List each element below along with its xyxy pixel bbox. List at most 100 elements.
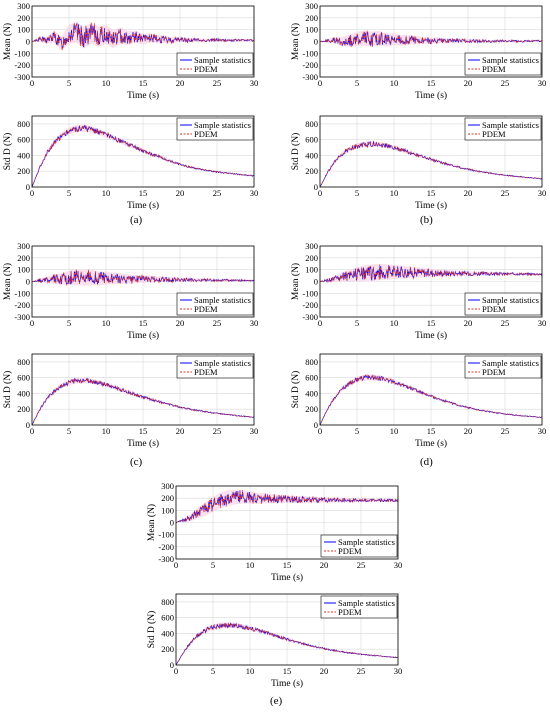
x-tick-label: 15 (139, 318, 148, 328)
x-tick-label: 20 (464, 318, 473, 328)
y-tick-label: -100 (302, 48, 318, 58)
x-tick-label: 0 (30, 318, 34, 328)
legend-label: PDEM (482, 129, 506, 139)
y-tick-label: 800 (305, 119, 318, 129)
x-tick-label: 20 (320, 666, 329, 676)
y-tick-label: -100 (14, 48, 30, 58)
x-tick-label: 20 (176, 188, 185, 198)
x-tick-label: 5 (211, 560, 215, 570)
x-tick-label: 5 (355, 426, 359, 436)
legend-box (176, 52, 254, 76)
x-tick-label: 25 (213, 188, 222, 198)
legend-label: Sample statistics (338, 537, 395, 547)
plot-frame (319, 5, 543, 78)
y-tick-label: -300 (14, 72, 30, 82)
y-tick-label: 0 (314, 277, 318, 287)
x-tick-label: 15 (427, 78, 436, 88)
y-tick-label: 200 (17, 404, 30, 414)
y-tick-label: -100 (14, 288, 30, 298)
chart-c-std: 0 5 10 15 20 25 30 0 200 400 600 800 Time (s) Std D (… (2, 353, 258, 449)
x-axis-label: Time (s) (127, 330, 159, 341)
y-tick-label: 200 (161, 493, 174, 503)
x-tick-label: 20 (464, 78, 473, 88)
series-pdem (319, 29, 543, 48)
plot-frame (31, 353, 255, 426)
y-tick-label: 200 (17, 13, 30, 23)
x-tick-label: 20 (320, 560, 329, 570)
legend-box (464, 52, 542, 76)
plot-frame (175, 485, 399, 560)
x-tick-label: 10 (102, 188, 111, 198)
x-tick-label: 25 (213, 318, 222, 328)
x-tick-label: 10 (390, 426, 399, 436)
legend-label: Sample statistics (482, 120, 539, 130)
y-tick-label: 200 (305, 253, 318, 263)
y-tick-label: 300 (17, 1, 30, 11)
y-tick-label: 0 (314, 37, 318, 47)
y-tick-label: 0 (26, 37, 30, 47)
y-tick-label: 200 (17, 166, 30, 176)
x-tick-label: 10 (246, 666, 255, 676)
y-tick-label: 100 (161, 505, 174, 515)
x-tick-label: 0 (30, 426, 34, 436)
y-axis-label: Std D (N) (290, 133, 301, 170)
legend-label: Sample statistics (482, 295, 539, 305)
series-pdem (175, 622, 399, 666)
series-pdem (31, 124, 255, 188)
x-tick-label: 25 (213, 426, 222, 436)
legend-box (464, 117, 542, 141)
x-tick-label: 10 (390, 78, 399, 88)
legend-label: PDEM (194, 304, 218, 314)
y-tick-label: 0 (314, 182, 318, 192)
series-pdem (319, 373, 543, 426)
x-tick-label: 30 (250, 318, 259, 328)
x-tick-label: 15 (427, 188, 436, 198)
y-tick-label: 400 (305, 388, 318, 398)
y-tick-label: 100 (305, 265, 318, 275)
y-tick-label: -200 (302, 60, 318, 70)
legend-label: Sample statistics (194, 295, 251, 305)
x-tick-label: 5 (67, 188, 71, 198)
y-tick-label: -300 (302, 312, 318, 322)
y-tick-label: 100 (17, 265, 30, 275)
y-tick-label: 300 (161, 481, 174, 491)
y-tick-label: 600 (17, 135, 30, 145)
y-axis-label: Mean (N) (2, 263, 13, 300)
x-tick-label: 15 (139, 188, 148, 198)
y-tick-label: 300 (305, 1, 318, 11)
y-tick-label: -200 (158, 542, 174, 552)
y-tick-label: 600 (305, 135, 318, 145)
x-tick-label: 0 (318, 188, 322, 198)
legend-box (320, 534, 398, 558)
y-axis-label: Std D (N) (2, 133, 13, 170)
legend-box (176, 355, 254, 379)
x-tick-label: 30 (394, 560, 403, 570)
y-axis-label: Std D (N) (146, 611, 157, 648)
chart-e-mean: 0 5 10 15 20 25 30 -300 -200 -100 0 100 200 300 Time (… (146, 481, 402, 583)
y-tick-label: 200 (305, 404, 318, 414)
y-tick-label: 800 (161, 597, 174, 607)
x-tick-label: 30 (538, 318, 547, 328)
legend-box (464, 292, 542, 316)
x-tick-label: 5 (355, 78, 359, 88)
legend-label: PDEM (194, 64, 218, 74)
legend-label: PDEM (482, 64, 506, 74)
panel-label-a: (a) (130, 214, 143, 226)
chart-e-std: 0 5 10 15 20 25 30 0 200 400 600 800 Time (s) Std D (… (146, 593, 402, 689)
y-tick-label: 100 (17, 25, 30, 35)
plot-frame (31, 115, 255, 188)
y-tick-label: -100 (302, 288, 318, 298)
legend-label: PDEM (338, 546, 362, 556)
y-tick-label: 600 (17, 373, 30, 383)
plot-frame (31, 245, 255, 318)
y-axis-label: Mean (N) (290, 263, 301, 300)
